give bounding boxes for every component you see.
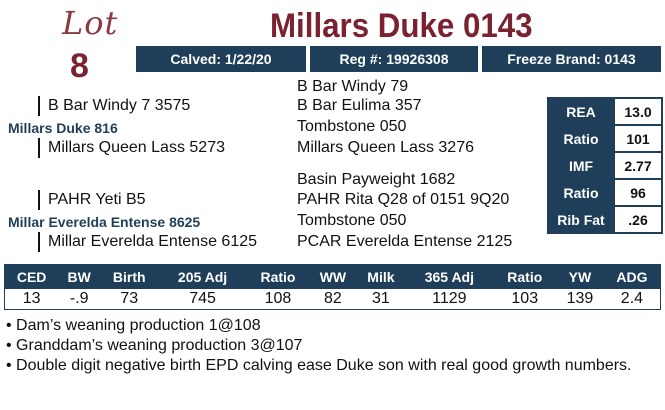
epd-header: Birth bbox=[100, 264, 159, 289]
carcass-label: Ratio bbox=[547, 124, 615, 153]
calved-badge: Calved: 1/22/20 bbox=[136, 46, 306, 72]
epd-value-row: 13 -.9 73 745 108 82 31 1129 103 139 2.4 bbox=[5, 289, 661, 310]
pedigree-sire-dam-sire: Tombstone 050 bbox=[297, 118, 407, 135]
pedigree-bracket bbox=[38, 96, 40, 116]
animal-title: Millars Duke 0143 bbox=[270, 7, 533, 45]
epd-value: 1129 bbox=[432, 289, 467, 307]
epd-value: 73 bbox=[120, 289, 139, 307]
epd-header: Ratio bbox=[246, 264, 310, 289]
epd-value: 2.4 bbox=[620, 289, 644, 307]
epd-value: 31 bbox=[372, 289, 390, 307]
carcass-row: REA 13.0 bbox=[547, 97, 663, 126]
epd-header-row: CED BW Birth 205 Adj Ratio WW Milk 365 A… bbox=[4, 264, 661, 289]
epd-value: 108 bbox=[264, 289, 292, 307]
epd-value: 103 bbox=[511, 289, 539, 307]
pedigree-dam-sire: PAHR Yeti B5 bbox=[48, 191, 146, 208]
pedigree-dam-dam: Millar Everelda Entense 6125 bbox=[48, 233, 258, 250]
pedigree-sire-dam: Millars Queen Lass 5273 bbox=[48, 139, 225, 156]
epd-header: Milk bbox=[356, 264, 406, 289]
pedigree-sire-sire-sire: B Bar Windy 79 bbox=[297, 78, 409, 95]
pedigree-bracket bbox=[38, 190, 40, 210]
freeze-brand-badge: Freeze Brand: 0143 bbox=[482, 46, 661, 72]
carcass-row: IMF 2.77 bbox=[547, 151, 663, 180]
epd-header: 205 Adj bbox=[158, 264, 247, 289]
carcass-value: .26 bbox=[613, 205, 663, 234]
pedigree-dam-sire-dam: PAHR Rita Q28 of 0151 9Q20 bbox=[297, 191, 510, 208]
lot-script-label: Lot bbox=[62, 4, 119, 42]
notes-list: • Dam’s weaning production 1@108 • Grand… bbox=[6, 316, 661, 376]
carcass-value: 2.77 bbox=[613, 151, 663, 180]
carcass-label: IMF bbox=[547, 151, 615, 180]
note-item: • Dam’s weaning production 1@108 bbox=[6, 317, 261, 334]
pedigree-bracket bbox=[38, 232, 40, 252]
pedigree-dam: Millar Everelda Entense 8625 bbox=[8, 214, 201, 230]
pedigree-dam-dam-dam: PCAR Everelda Entense 2125 bbox=[297, 233, 513, 250]
epd-header: ADG bbox=[603, 264, 661, 289]
note-item: • Granddam’s weaning production 3@107 bbox=[6, 337, 303, 354]
epd-value: 82 bbox=[324, 289, 342, 307]
carcass-label: REA bbox=[547, 97, 615, 126]
epd-table: CED BW Birth 205 Adj Ratio WW Milk 365 A… bbox=[4, 264, 661, 310]
carcass-table: REA 13.0 Ratio 101 IMF 2.77 Ratio 96 Rib… bbox=[547, 97, 663, 234]
epd-header: BW bbox=[58, 264, 101, 289]
epd-value: 745 bbox=[189, 289, 216, 307]
carcass-label: Rib Fat bbox=[547, 205, 615, 234]
epd-value: 139 bbox=[566, 289, 594, 307]
epd-header: Ratio bbox=[493, 264, 557, 289]
pedigree-dam-dam-sire: Tombstone 050 bbox=[297, 212, 407, 229]
note-item: • Double digit negative birth EPD calvin… bbox=[6, 357, 632, 374]
pedigree-sire-sire: B Bar Windy 7 3575 bbox=[48, 97, 191, 114]
carcass-value: 101 bbox=[613, 124, 663, 153]
epd-header: CED bbox=[4, 264, 59, 289]
pedigree-dam-sire-sire: Basin Payweight 1682 bbox=[297, 171, 456, 188]
epd-value: -.9 bbox=[69, 289, 89, 307]
epd-header: WW bbox=[309, 264, 357, 289]
reg-number-badge: Reg #: 19926308 bbox=[310, 46, 478, 72]
epd-header: YW bbox=[556, 264, 604, 289]
epd-header: 365 Adj bbox=[405, 264, 494, 289]
epd-value: 13 bbox=[22, 289, 41, 307]
lot-number: 8 bbox=[70, 47, 89, 85]
carcass-row: Rib Fat .26 bbox=[547, 205, 663, 234]
carcass-value: 96 bbox=[613, 178, 663, 207]
carcass-value: 13.0 bbox=[613, 97, 663, 126]
pedigree-sire: Millars Duke 816 bbox=[8, 120, 118, 136]
carcass-row: Ratio 101 bbox=[547, 124, 663, 153]
carcass-label: Ratio bbox=[547, 178, 615, 207]
carcass-row: Ratio 96 bbox=[547, 178, 663, 207]
pedigree-bracket bbox=[38, 138, 40, 158]
pedigree-sire-dam-dam: Millars Queen Lass 3276 bbox=[297, 139, 474, 156]
pedigree-sire-sire-dam: B Bar Eulima 357 bbox=[297, 97, 422, 114]
